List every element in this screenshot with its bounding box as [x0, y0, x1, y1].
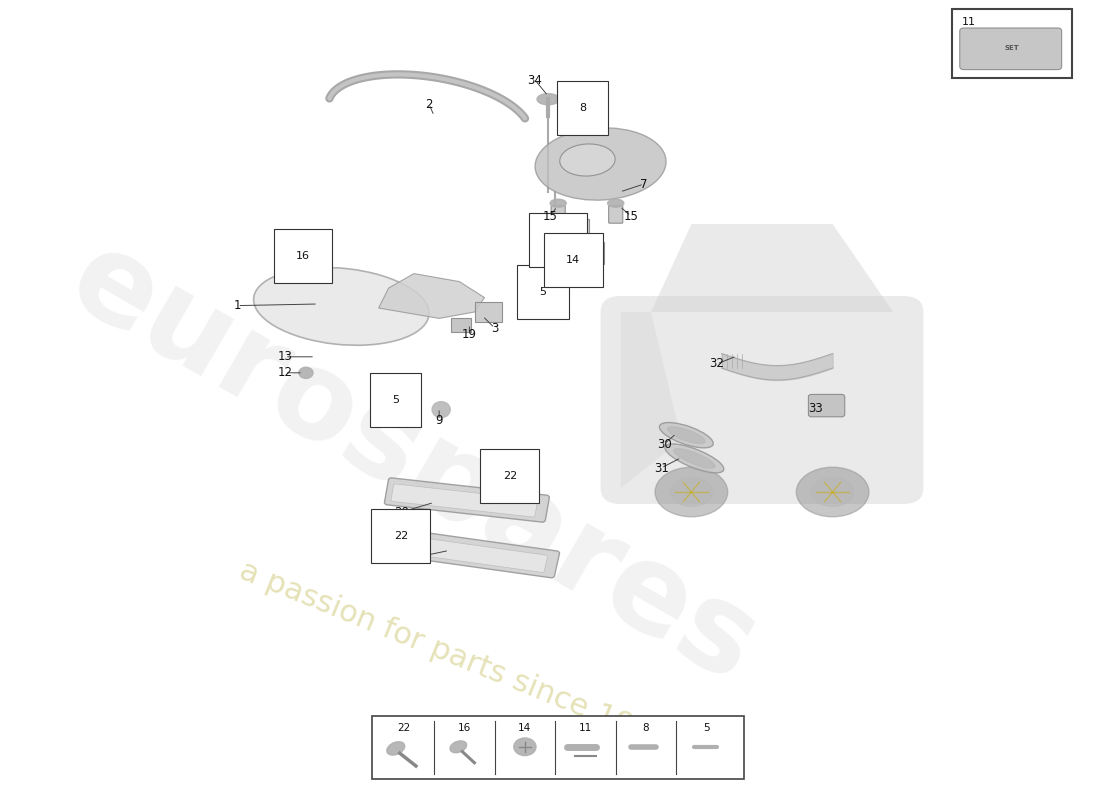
FancyBboxPatch shape — [960, 28, 1062, 70]
Ellipse shape — [670, 478, 713, 506]
Ellipse shape — [796, 467, 869, 517]
Text: 22: 22 — [503, 471, 517, 481]
FancyBboxPatch shape — [551, 206, 565, 223]
Ellipse shape — [659, 422, 713, 448]
Text: 30: 30 — [657, 438, 671, 450]
Text: 19: 19 — [462, 328, 477, 341]
FancyBboxPatch shape — [451, 318, 472, 332]
Text: eurospares: eurospares — [51, 220, 778, 708]
Text: 11: 11 — [579, 723, 592, 733]
Text: 33: 33 — [808, 402, 823, 414]
FancyBboxPatch shape — [402, 536, 548, 573]
Text: 22: 22 — [397, 723, 410, 733]
Text: 7: 7 — [640, 178, 648, 190]
FancyBboxPatch shape — [808, 394, 845, 417]
Text: 16: 16 — [458, 723, 471, 733]
Ellipse shape — [450, 741, 466, 753]
Text: 8: 8 — [642, 723, 649, 733]
Text: 2: 2 — [426, 98, 432, 110]
Text: 5: 5 — [393, 395, 399, 405]
Ellipse shape — [535, 128, 666, 200]
Ellipse shape — [674, 449, 715, 468]
FancyBboxPatch shape — [388, 394, 411, 409]
Ellipse shape — [387, 742, 405, 755]
FancyBboxPatch shape — [576, 242, 604, 264]
FancyBboxPatch shape — [475, 302, 502, 322]
Ellipse shape — [607, 199, 624, 207]
Text: 15: 15 — [624, 210, 638, 222]
FancyBboxPatch shape — [372, 716, 744, 779]
FancyBboxPatch shape — [562, 219, 590, 241]
Polygon shape — [620, 312, 681, 488]
Ellipse shape — [514, 738, 536, 755]
Ellipse shape — [432, 402, 450, 418]
Ellipse shape — [668, 427, 705, 443]
Ellipse shape — [656, 467, 728, 517]
Polygon shape — [378, 274, 484, 318]
Text: 31: 31 — [653, 462, 669, 474]
FancyBboxPatch shape — [601, 296, 923, 504]
Ellipse shape — [254, 267, 429, 346]
Ellipse shape — [666, 444, 724, 473]
Text: 21: 21 — [396, 554, 411, 566]
Ellipse shape — [812, 478, 854, 506]
Text: 4: 4 — [388, 410, 396, 422]
FancyBboxPatch shape — [952, 9, 1071, 78]
Text: 8: 8 — [579, 103, 586, 113]
FancyBboxPatch shape — [384, 478, 549, 522]
Text: 9: 9 — [436, 414, 443, 426]
Text: 12: 12 — [277, 366, 293, 379]
Text: 16: 16 — [296, 251, 310, 261]
Ellipse shape — [550, 199, 566, 207]
FancyBboxPatch shape — [608, 206, 623, 223]
Text: 11: 11 — [961, 18, 976, 27]
Text: SET: SET — [1004, 46, 1019, 51]
Ellipse shape — [299, 367, 314, 378]
Text: 15: 15 — [542, 210, 558, 222]
Text: 20: 20 — [395, 506, 409, 518]
FancyBboxPatch shape — [395, 530, 560, 578]
Text: 1: 1 — [233, 299, 241, 312]
Polygon shape — [651, 224, 893, 312]
Text: 34: 34 — [528, 74, 542, 86]
Text: 13: 13 — [277, 350, 293, 363]
Text: 14: 14 — [551, 235, 565, 245]
Text: 14: 14 — [518, 723, 531, 733]
Ellipse shape — [560, 144, 615, 176]
Text: a passion for parts since 1985: a passion for parts since 1985 — [235, 556, 673, 756]
Ellipse shape — [537, 94, 559, 105]
Text: 14: 14 — [566, 255, 581, 265]
Text: 32: 32 — [710, 358, 724, 370]
FancyBboxPatch shape — [390, 484, 538, 517]
Text: 5: 5 — [703, 723, 710, 733]
Text: 3: 3 — [491, 322, 498, 334]
Text: 22: 22 — [394, 531, 408, 541]
Text: 5: 5 — [540, 287, 547, 297]
